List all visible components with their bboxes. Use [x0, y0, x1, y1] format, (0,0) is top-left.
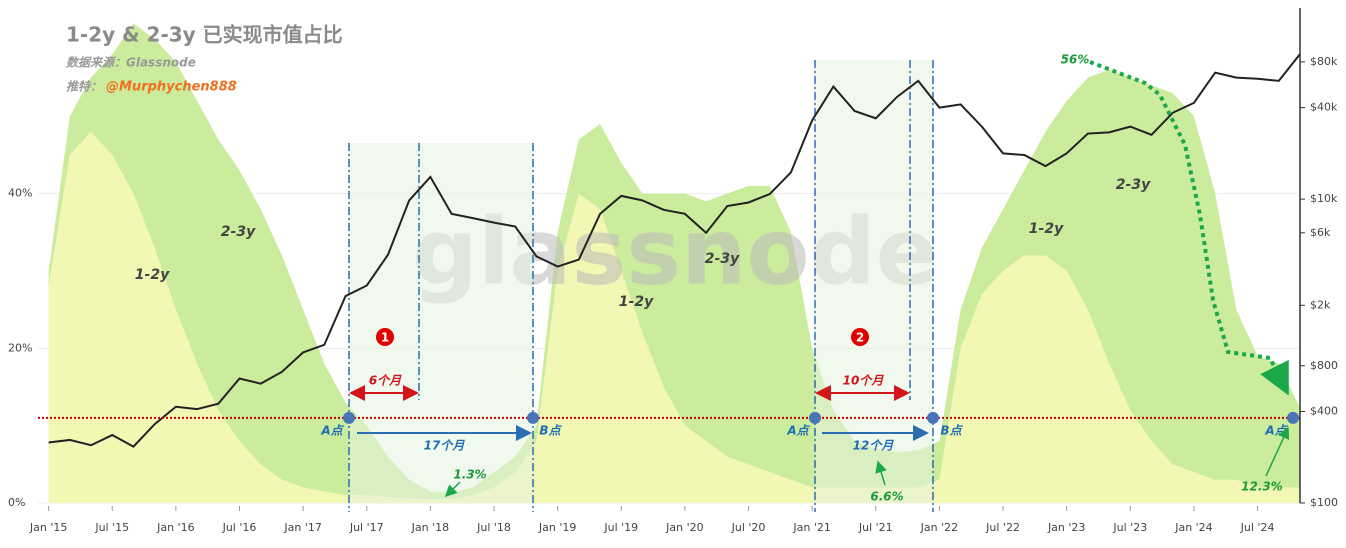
area-label: 1-2y: [1029, 221, 1064, 237]
marker-circle: [851, 328, 869, 346]
x-tick-label: Jul '20: [731, 521, 766, 534]
x-tick-label: Jul '23: [1112, 521, 1147, 534]
y2-tick-label: $2k: [1310, 298, 1331, 311]
area: [48, 131, 1301, 503]
threshold-point: [1287, 411, 1299, 424]
x-tick-label: Jan '20: [665, 521, 703, 534]
x-tick-label: Jan '21: [792, 521, 830, 534]
x-tick-label: Jul '19: [603, 521, 638, 534]
y-tick-label: 0%: [8, 496, 25, 509]
low-label: 6.6%: [870, 490, 903, 504]
marker-label: 2: [856, 331, 864, 345]
y2-tick-label: $400: [1310, 405, 1338, 418]
plot-background: [38, 23, 1301, 504]
x-tick-label: Jan '16: [156, 521, 194, 534]
peak-label: 56%: [1061, 53, 1090, 67]
trend-arrow: [1089, 60, 1289, 396]
point-label: A点: [786, 424, 810, 438]
marker-circle: [376, 328, 394, 346]
threshold-point: [343, 411, 355, 424]
x-tick-label: Jul '24: [1240, 521, 1275, 534]
area-label: 1-2y: [619, 294, 654, 310]
span-label: 17个月: [424, 439, 466, 453]
threshold-point: [527, 411, 539, 424]
threshold-point: [809, 411, 821, 424]
y2-tick-label: $6k: [1310, 226, 1331, 239]
span-label: 6个月: [369, 374, 402, 388]
twitter-handle: @Murphychen888: [106, 80, 237, 95]
window-lines: [348, 60, 934, 512]
window-1: [349, 143, 533, 503]
y-tick-label: 40%: [8, 187, 32, 200]
area-label: 2-3y: [1116, 177, 1151, 193]
x-tick-label: Jan '23: [1047, 521, 1085, 534]
y2-tick-label: $100: [1310, 496, 1338, 509]
x-tick-label: Jul '22: [985, 521, 1020, 534]
source: 数据来源：Glassnode: [66, 56, 196, 70]
window-2: [815, 60, 933, 503]
x-tick-label: Jan '24: [1174, 521, 1212, 534]
chart-title: 1-2y & 2-3y 已实现市值占比: [66, 23, 343, 47]
low-label: 1.3%: [453, 468, 486, 482]
overlay: [38, 53, 1301, 448]
low-arrow: [875, 460, 887, 486]
price-line: [48, 53, 1301, 448]
area-label: 2-3y: [221, 224, 256, 240]
threshold-point: [927, 411, 939, 424]
x-tick-label: Jul '15: [94, 521, 129, 534]
twitter-prefix: 推特：: [66, 80, 102, 94]
x-tick-label: Jan '15: [29, 521, 67, 534]
point-label: B点: [940, 424, 963, 438]
x-tick-label: Jul '17: [349, 521, 384, 534]
area-label: 2-3y: [705, 251, 740, 267]
end-label: 12.3%: [1241, 480, 1283, 494]
x-tick-label: Jan '22: [920, 521, 958, 534]
marker-label: 1: [381, 331, 389, 345]
span-label: 10个月: [843, 374, 885, 388]
y2-tick-label: $800: [1310, 359, 1338, 372]
point-label: A点: [320, 424, 344, 438]
y2-tick-label: $10k: [1310, 192, 1338, 205]
x-tick-label: Jul '16: [222, 521, 257, 534]
y2-tick-label: $80k: [1310, 55, 1338, 68]
x-tick-label: Jul '18: [476, 521, 511, 534]
point-label: B点: [539, 424, 562, 438]
low-arrow: [444, 481, 461, 498]
x-tick-label: Jan '19: [538, 521, 576, 534]
x-tick-label: Jan '17: [283, 521, 321, 534]
area-label: 1-2y: [135, 267, 170, 283]
span-label: 12个月: [853, 439, 895, 453]
end-arrow: [1265, 426, 1290, 477]
x-tick-label: Jul '21: [858, 521, 893, 534]
x-tick-label: Jan '18: [411, 521, 449, 534]
y2-tick-label: $40k: [1310, 101, 1338, 114]
y-tick-label: 20%: [8, 341, 32, 354]
area: [48, 23, 1301, 500]
